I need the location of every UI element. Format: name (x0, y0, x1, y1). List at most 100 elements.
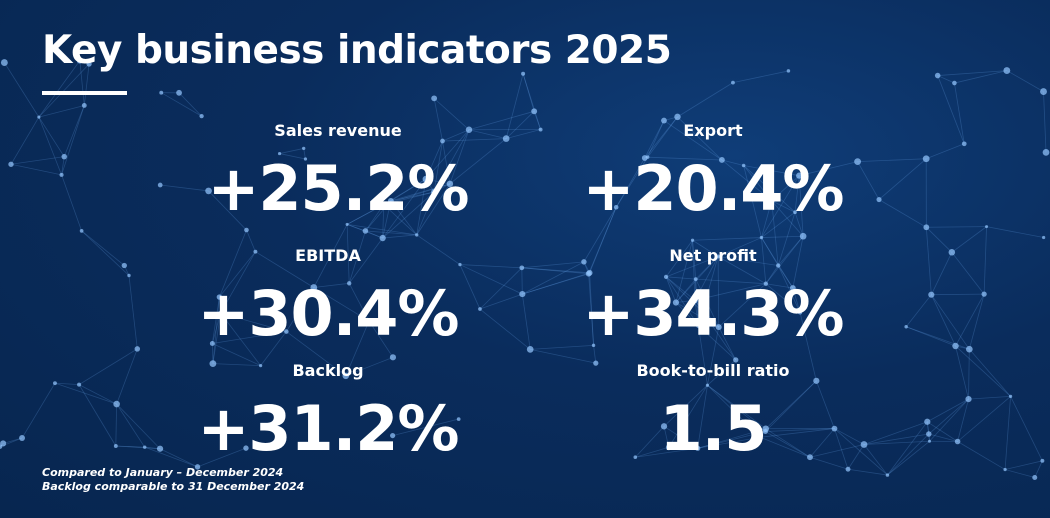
network-node (259, 364, 263, 368)
network-line (857, 161, 880, 200)
network-node (379, 234, 386, 242)
network-line (698, 325, 737, 361)
network-node (799, 232, 807, 240)
network-line (21, 382, 56, 439)
network-node (934, 72, 941, 79)
network-line (433, 129, 470, 193)
network-line (260, 331, 287, 366)
network-line (717, 256, 767, 285)
network-node (926, 431, 932, 437)
network-line (937, 75, 965, 144)
network-line (954, 82, 965, 144)
network-node (1040, 88, 1047, 96)
network-line (906, 326, 970, 350)
kpi-net-profit: Net profit +34.3% (533, 246, 893, 345)
network-node (519, 265, 525, 271)
network-node (663, 274, 669, 279)
network-line (212, 343, 261, 366)
network-line (382, 200, 392, 239)
network-line (694, 300, 737, 361)
network-line (346, 224, 366, 232)
network-node (961, 141, 967, 147)
network-line (647, 156, 722, 161)
network-line (220, 312, 261, 366)
network-node (253, 249, 258, 254)
network-line (533, 111, 541, 130)
network-node (458, 262, 462, 267)
network-line (927, 421, 958, 442)
network-line (449, 138, 507, 185)
network-line (416, 179, 427, 235)
network-line (986, 226, 1044, 238)
network-node (113, 400, 120, 408)
network-node (446, 180, 454, 188)
network-line (743, 165, 762, 238)
network-line (212, 363, 261, 367)
network-line (521, 267, 523, 295)
network-line (926, 227, 953, 253)
network-line (931, 293, 985, 296)
network-node (593, 360, 599, 366)
network-line (957, 441, 1006, 470)
network-line (479, 308, 531, 350)
network-node (733, 357, 739, 363)
network-line (522, 261, 585, 295)
network-node (0, 59, 8, 67)
kpi-value: 1.5 (659, 392, 768, 465)
network-line (161, 92, 202, 117)
network-line (951, 226, 987, 253)
network-line (521, 294, 531, 350)
page-title: Key business indicators 2025 (42, 28, 672, 73)
network-node (1040, 458, 1045, 463)
network-line (212, 297, 220, 364)
network-node (1042, 149, 1050, 156)
network-line (930, 294, 956, 347)
network-line (521, 261, 584, 269)
network-node (904, 325, 908, 329)
network-line (1034, 460, 1043, 478)
network-node (928, 291, 935, 298)
network-node (209, 360, 217, 368)
network-node (796, 172, 803, 179)
network-node (831, 425, 838, 432)
network-line (692, 240, 697, 280)
network-line (878, 199, 927, 228)
network-line (663, 120, 723, 161)
network-line (765, 428, 811, 458)
network-line (765, 428, 835, 432)
network-line (771, 200, 779, 266)
kpi-label: Backlog (292, 361, 364, 380)
network-line (116, 403, 146, 448)
network-line (4, 62, 40, 118)
network-line (286, 331, 347, 377)
network-line (983, 226, 987, 295)
network-line (348, 237, 384, 284)
network-line (644, 120, 665, 159)
network-line (698, 325, 719, 328)
network-line (1004, 396, 1011, 470)
network-node (502, 135, 510, 142)
network-line (615, 157, 646, 208)
network-node (277, 151, 282, 156)
network-line (347, 224, 417, 236)
network-node (0, 440, 7, 447)
network-line (615, 156, 649, 208)
network-node (37, 115, 41, 119)
network-node (691, 297, 698, 304)
network-node (465, 126, 473, 133)
network-line (697, 325, 708, 386)
network-line (809, 444, 865, 458)
network-line (799, 161, 858, 177)
network-line (955, 293, 985, 347)
network-node (813, 377, 820, 384)
network-node (86, 61, 92, 67)
kpi-value: +20.4% (582, 152, 844, 225)
network-line (416, 234, 461, 265)
network-node (965, 396, 972, 403)
network-node (923, 224, 930, 231)
network-line (144, 446, 198, 468)
network-node (665, 444, 672, 451)
network-node (789, 285, 796, 291)
network-line (78, 348, 138, 385)
network-line (348, 230, 366, 284)
